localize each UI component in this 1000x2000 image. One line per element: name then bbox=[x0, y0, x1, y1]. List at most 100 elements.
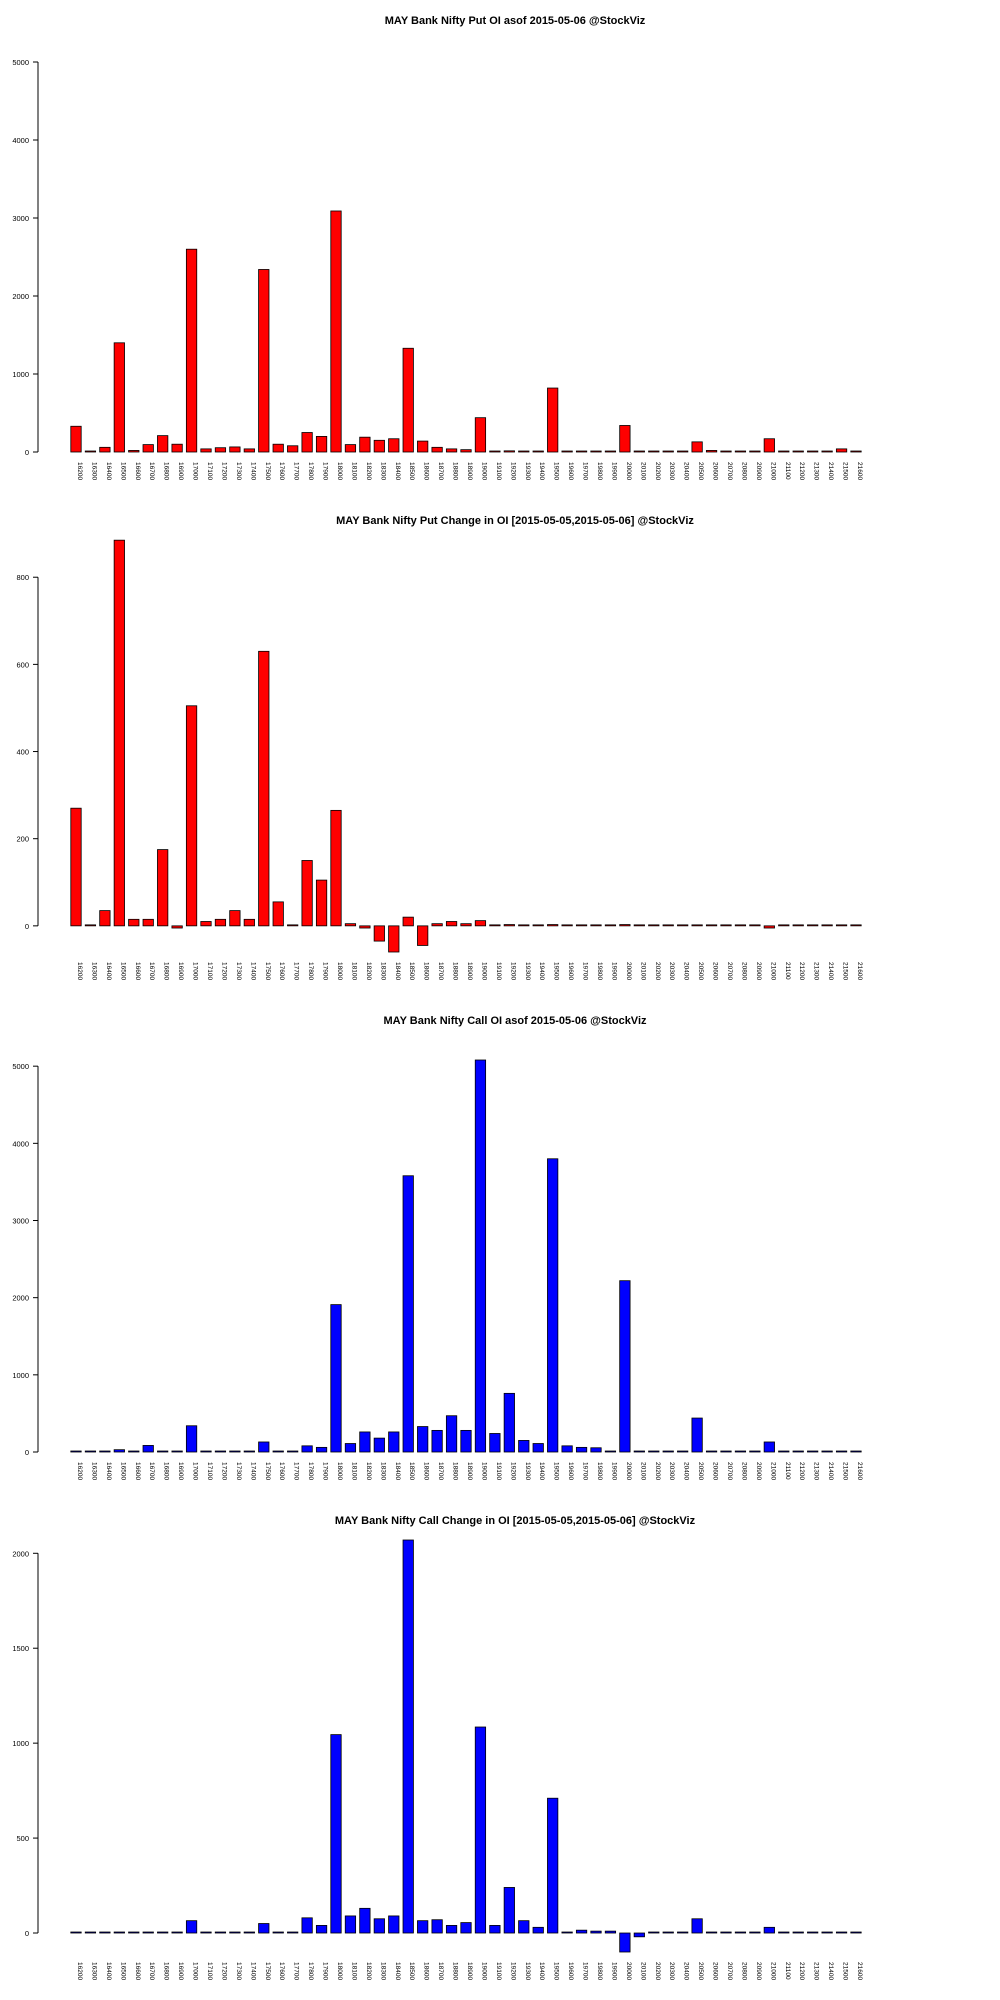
bar-19300 bbox=[518, 924, 530, 927]
bar-17400 bbox=[243, 448, 255, 453]
bar-17900 bbox=[315, 1446, 328, 1453]
x-tick-label: 21600 bbox=[856, 462, 863, 480]
bar-18400 bbox=[388, 438, 400, 453]
y-tick-label: 600 bbox=[16, 660, 29, 669]
bar-16700 bbox=[142, 444, 154, 453]
x-tick-label: 19400 bbox=[538, 1962, 545, 1980]
x-tick-label: 20500 bbox=[697, 962, 704, 980]
x-tick-label: 17200 bbox=[220, 1462, 227, 1480]
bar-17300 bbox=[229, 1931, 241, 1934]
bar-21100 bbox=[778, 1931, 790, 1934]
bar-19000 bbox=[474, 417, 487, 453]
chart-title: MAY Bank Nifty Put Change in OI [2015-05… bbox=[336, 515, 694, 527]
x-tick-label: 17900 bbox=[322, 962, 329, 980]
x-tick-label: 16600 bbox=[134, 1462, 141, 1480]
x-tick-label: 18800 bbox=[452, 962, 459, 980]
x-tick-label: 18700 bbox=[437, 1962, 444, 1980]
x-tick-label: 17400 bbox=[249, 1462, 256, 1480]
x-tick-label: 18000 bbox=[336, 462, 343, 480]
bar-19100 bbox=[489, 1433, 501, 1453]
x-tick-label: 19500 bbox=[553, 962, 560, 980]
bar-20100 bbox=[633, 450, 645, 453]
bar-21300 bbox=[807, 1931, 819, 1934]
bar-21000 bbox=[763, 1441, 775, 1453]
x-tick-label: 20400 bbox=[683, 1462, 690, 1480]
bar-19800 bbox=[590, 924, 602, 927]
x-tick-label: 19800 bbox=[596, 962, 603, 980]
x-tick-label: 18000 bbox=[336, 1962, 343, 1980]
bar-17300 bbox=[229, 446, 241, 453]
bar-20700 bbox=[720, 450, 732, 453]
x-tick-label: 16300 bbox=[90, 1962, 97, 1980]
x-tick-label: 21000 bbox=[769, 1962, 776, 1980]
bar-19600 bbox=[561, 924, 573, 927]
bar-20500 bbox=[691, 924, 703, 927]
bar-18400 bbox=[388, 925, 400, 953]
bar-20000 bbox=[619, 1280, 631, 1453]
x-tick-label: 19600 bbox=[567, 462, 574, 480]
y-tick-label: 4000 bbox=[12, 136, 29, 145]
bar-21500 bbox=[835, 924, 848, 927]
x-tick-label: 21500 bbox=[842, 1462, 849, 1480]
bar-17200 bbox=[214, 1931, 227, 1934]
bar-18700 bbox=[431, 446, 443, 453]
bar-20300 bbox=[662, 924, 674, 927]
x-tick-label: 21300 bbox=[813, 962, 820, 980]
x-tick-label: 21100 bbox=[784, 1962, 791, 1980]
x-tick-label: 17400 bbox=[249, 962, 256, 980]
bar-19200 bbox=[503, 1392, 515, 1453]
x-tick-label: 16200 bbox=[76, 462, 83, 480]
x-tick-label: 18500 bbox=[408, 1462, 415, 1480]
bar-18900 bbox=[460, 449, 472, 453]
x-tick-label: 16700 bbox=[148, 462, 155, 480]
bar-17700 bbox=[287, 445, 299, 453]
bar-21300 bbox=[807, 924, 819, 927]
bar-19700 bbox=[575, 1446, 588, 1453]
bar-18100 bbox=[344, 1915, 357, 1934]
bar-19400 bbox=[532, 1926, 544, 1934]
bar-16700 bbox=[142, 1931, 154, 1934]
x-tick-label: 16900 bbox=[177, 1462, 184, 1480]
x-tick-label: 17900 bbox=[322, 1462, 329, 1480]
x-tick-label: 16400 bbox=[105, 1962, 112, 1980]
x-tick-label: 17000 bbox=[192, 462, 199, 480]
y-tick-label: 0 bbox=[25, 448, 29, 457]
x-tick-label: 18200 bbox=[365, 1462, 372, 1480]
x-tick-label: 19300 bbox=[524, 1462, 531, 1480]
bar-19900 bbox=[604, 924, 617, 927]
x-tick-label: 18600 bbox=[423, 1462, 430, 1480]
bar-19600 bbox=[561, 1445, 573, 1453]
bar-20600 bbox=[705, 924, 718, 927]
bar-16300 bbox=[84, 1931, 97, 1934]
bar-17400 bbox=[243, 1931, 255, 1934]
x-tick-label: 17600 bbox=[278, 1462, 285, 1480]
x-tick-label: 21000 bbox=[769, 962, 776, 980]
x-tick-label: 19500 bbox=[553, 1962, 560, 1980]
x-tick-label: 17600 bbox=[278, 462, 285, 480]
x-tick-label: 18200 bbox=[365, 462, 372, 480]
x-tick-label: 16800 bbox=[163, 1462, 170, 1480]
x-tick-label: 17300 bbox=[235, 962, 242, 980]
bar-21000 bbox=[763, 438, 775, 453]
bar-19400 bbox=[532, 924, 544, 927]
bar-17500 bbox=[258, 1923, 270, 1934]
bar-19500 bbox=[547, 924, 559, 927]
bar-16400 bbox=[99, 1450, 111, 1453]
x-tick-label: 21200 bbox=[798, 1962, 805, 1980]
bar-19000 bbox=[474, 920, 487, 927]
x-tick-label: 19100 bbox=[495, 1962, 502, 1980]
bar-20900 bbox=[749, 924, 761, 927]
bar-20200 bbox=[648, 450, 660, 453]
bar-17500 bbox=[258, 650, 270, 927]
bar-20000 bbox=[619, 1932, 631, 1953]
x-tick-label: 16800 bbox=[163, 962, 170, 980]
x-tick-label: 21500 bbox=[842, 1962, 849, 1980]
x-tick-label: 19300 bbox=[524, 962, 531, 980]
x-tick-label: 18300 bbox=[379, 1462, 386, 1480]
x-tick-label: 20600 bbox=[712, 962, 719, 980]
bar-16200 bbox=[70, 1450, 82, 1453]
bar-20900 bbox=[749, 1931, 761, 1934]
x-tick-label: 17200 bbox=[220, 962, 227, 980]
bar-17700 bbox=[287, 1450, 299, 1453]
y-tick-label: 1000 bbox=[12, 370, 29, 379]
